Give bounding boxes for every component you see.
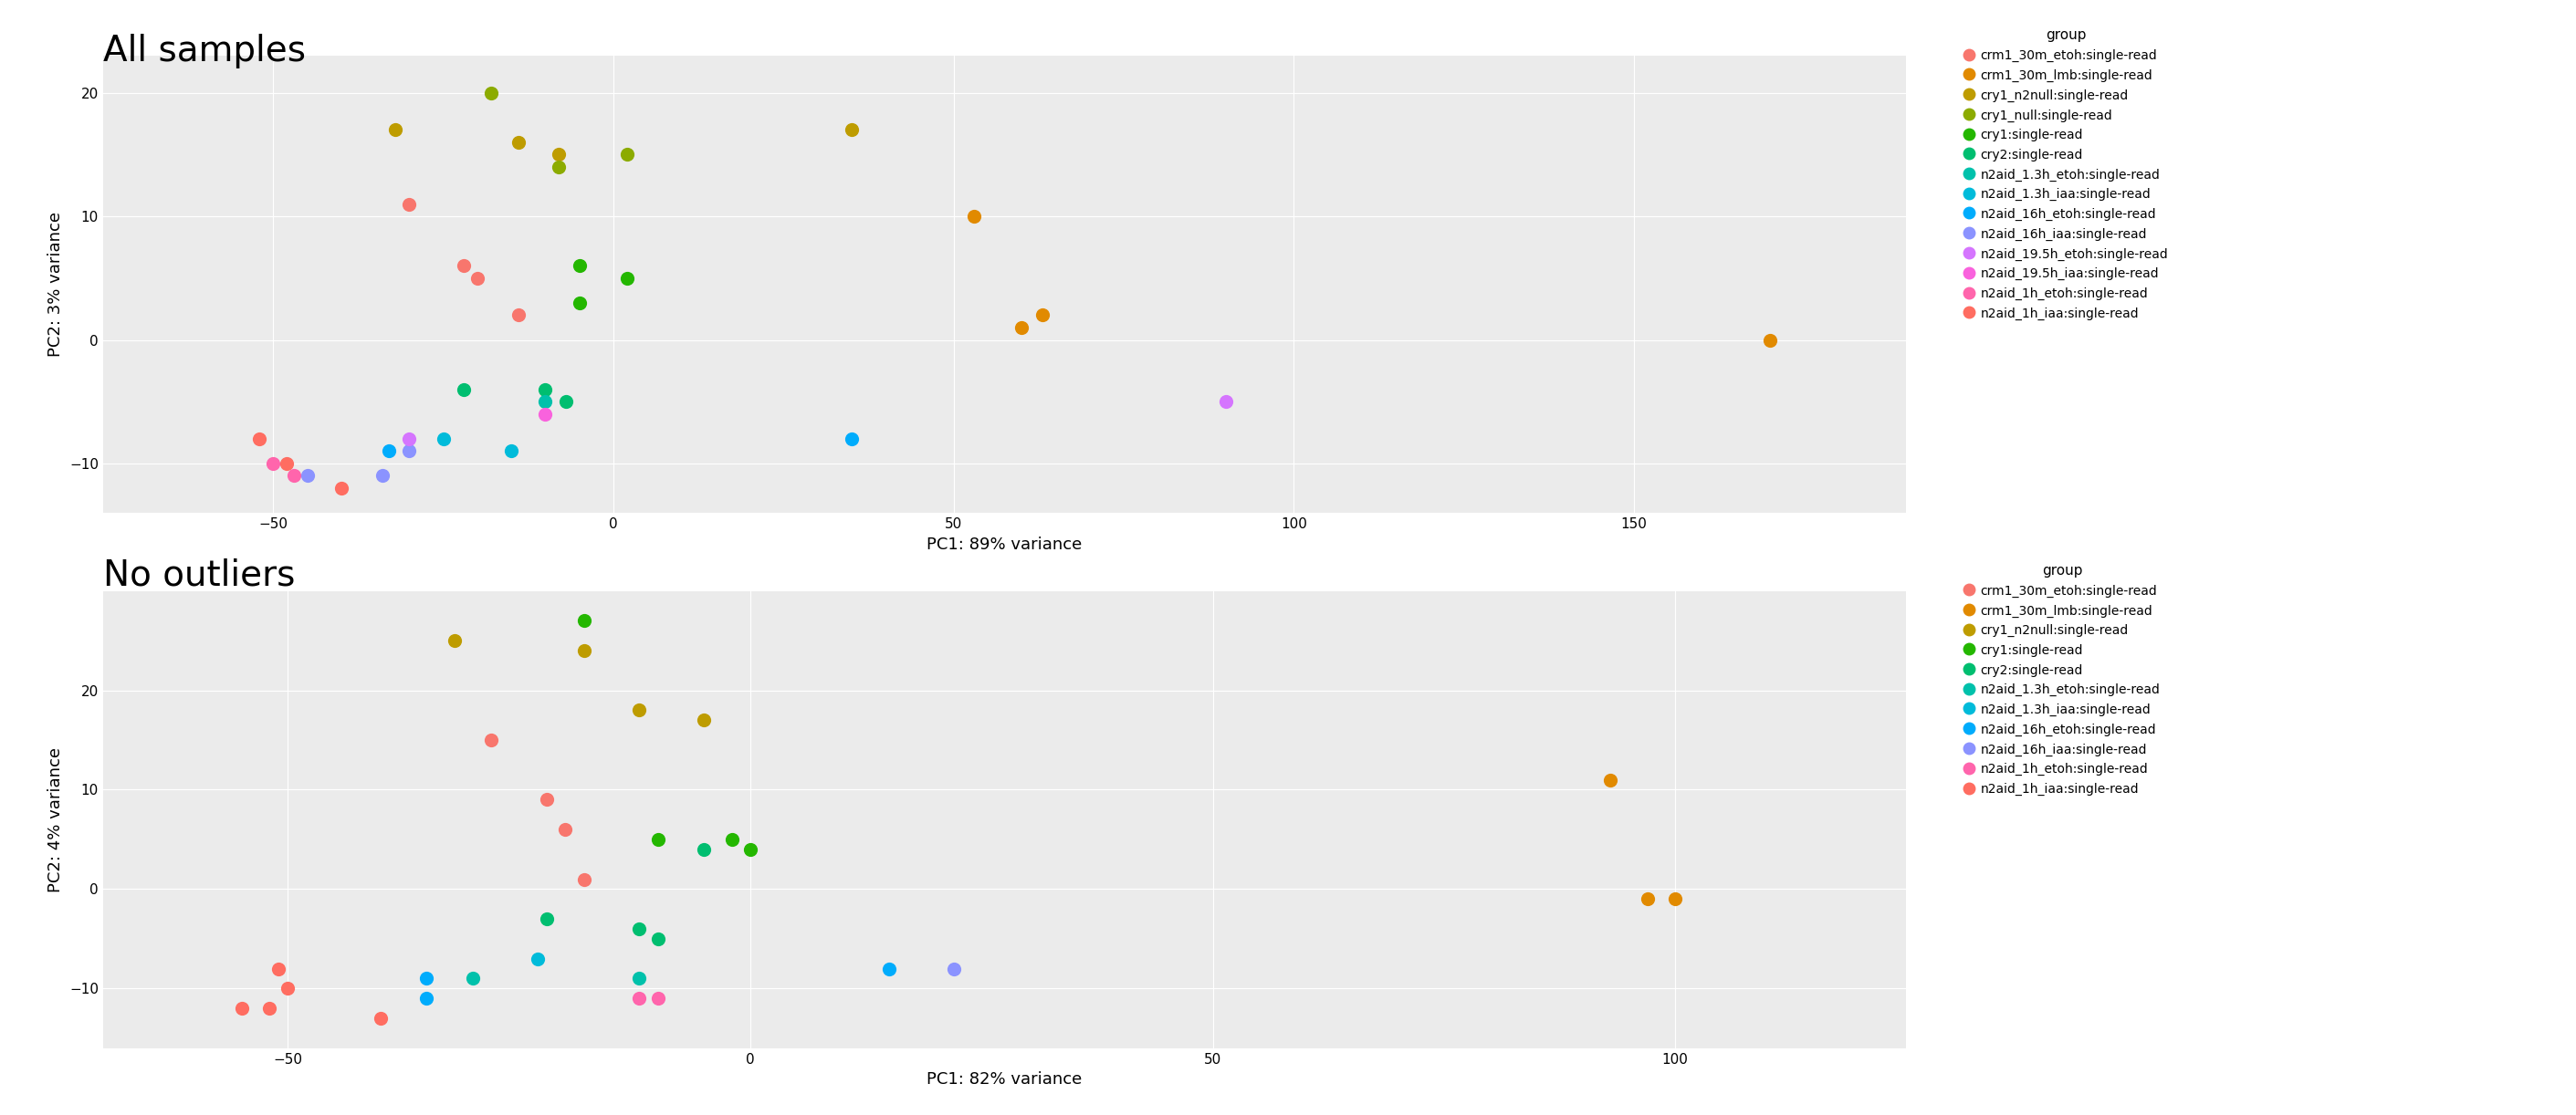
- Point: [422, 430, 464, 448]
- Point: [538, 158, 580, 176]
- Point: [636, 989, 677, 1007]
- Point: [564, 612, 605, 630]
- Point: [1654, 890, 1695, 908]
- Point: [605, 269, 647, 287]
- Legend: crm1_30m_etoh:single-read, crm1_30m_lmb:single-read, cry1_n2null:single-read, cr: crm1_30m_etoh:single-read, crm1_30m_lmb:…: [1963, 29, 2169, 320]
- Point: [265, 455, 307, 473]
- Point: [376, 120, 417, 138]
- Point: [1589, 770, 1631, 788]
- Point: [546, 392, 587, 410]
- Point: [538, 146, 580, 164]
- Point: [268, 980, 309, 998]
- Point: [222, 999, 263, 1017]
- Point: [250, 999, 291, 1017]
- Point: [1625, 890, 1667, 908]
- Point: [526, 791, 567, 808]
- Legend: crm1_30m_etoh:single-read, crm1_30m_lmb:single-read, cry1_n2null:single-read, cr: crm1_30m_etoh:single-read, crm1_30m_lmb:…: [1963, 564, 2161, 796]
- Point: [526, 910, 567, 928]
- Point: [433, 632, 474, 650]
- Text: All samples: All samples: [103, 33, 307, 68]
- Point: [683, 711, 724, 729]
- Point: [564, 870, 605, 888]
- Point: [443, 380, 484, 398]
- Point: [443, 256, 484, 274]
- Point: [489, 443, 531, 460]
- Point: [1002, 319, 1043, 337]
- Point: [933, 960, 974, 978]
- Point: [453, 970, 495, 988]
- Point: [407, 970, 448, 988]
- Point: [953, 207, 994, 225]
- Point: [389, 443, 430, 460]
- Point: [618, 920, 659, 938]
- Point: [605, 146, 647, 164]
- Point: [832, 120, 873, 138]
- Point: [559, 256, 600, 274]
- Point: [564, 641, 605, 659]
- Point: [273, 467, 314, 485]
- Point: [868, 960, 909, 978]
- Point: [456, 269, 497, 287]
- Point: [544, 821, 585, 838]
- Point: [729, 841, 770, 859]
- Y-axis label: PC2: 4% variance: PC2: 4% variance: [49, 747, 64, 892]
- Point: [389, 195, 430, 213]
- Point: [471, 84, 513, 101]
- Point: [286, 467, 327, 485]
- Point: [240, 430, 281, 448]
- Point: [526, 380, 567, 398]
- X-axis label: PC1: 89% variance: PC1: 89% variance: [927, 536, 1082, 553]
- Text: No outliers: No outliers: [103, 558, 296, 592]
- Point: [526, 392, 567, 410]
- Point: [389, 430, 430, 448]
- Point: [497, 134, 538, 152]
- Point: [636, 930, 677, 948]
- Point: [559, 294, 600, 312]
- Point: [407, 989, 448, 1007]
- Point: [319, 479, 361, 497]
- Point: [368, 443, 410, 460]
- Y-axis label: PC2: 3% variance: PC2: 3% variance: [49, 212, 64, 357]
- Point: [497, 307, 538, 324]
- Point: [518, 950, 559, 968]
- Point: [361, 467, 402, 485]
- Point: [1749, 331, 1790, 349]
- Point: [636, 831, 677, 849]
- Point: [526, 405, 567, 423]
- Point: [471, 731, 513, 749]
- Point: [711, 831, 752, 849]
- Point: [618, 989, 659, 1007]
- Point: [683, 841, 724, 859]
- Point: [252, 455, 294, 473]
- Point: [618, 701, 659, 719]
- Point: [258, 960, 299, 978]
- Point: [1206, 392, 1247, 410]
- Point: [618, 970, 659, 988]
- Point: [361, 1009, 402, 1027]
- Point: [832, 430, 873, 448]
- X-axis label: PC1: 82% variance: PC1: 82% variance: [927, 1072, 1082, 1088]
- Point: [1023, 307, 1064, 324]
